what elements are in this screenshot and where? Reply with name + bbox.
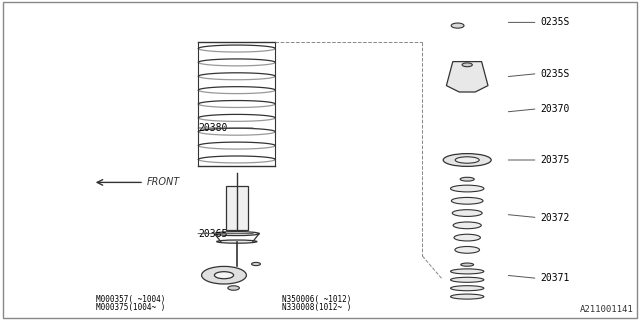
Ellipse shape <box>202 266 246 284</box>
Ellipse shape <box>455 246 479 253</box>
Text: 0235S: 0235S <box>541 68 570 79</box>
Text: 20365: 20365 <box>198 228 228 239</box>
Ellipse shape <box>451 185 484 192</box>
Ellipse shape <box>461 263 474 266</box>
Polygon shape <box>447 61 488 92</box>
Text: 20375: 20375 <box>541 155 570 165</box>
Ellipse shape <box>451 294 484 299</box>
Ellipse shape <box>443 154 492 166</box>
Text: 20371: 20371 <box>541 273 570 284</box>
Ellipse shape <box>455 157 479 163</box>
Ellipse shape <box>214 232 259 236</box>
Ellipse shape <box>460 177 474 181</box>
Text: 20380: 20380 <box>198 123 228 133</box>
Ellipse shape <box>216 240 257 243</box>
Ellipse shape <box>451 277 484 282</box>
Ellipse shape <box>252 262 260 266</box>
Text: N330008(1012~ ): N330008(1012~ ) <box>282 303 351 312</box>
Ellipse shape <box>462 63 472 67</box>
Text: 20370: 20370 <box>541 104 570 114</box>
Ellipse shape <box>453 222 481 229</box>
Ellipse shape <box>451 269 484 274</box>
Text: 20372: 20372 <box>541 212 570 223</box>
Text: FRONT: FRONT <box>147 177 180 188</box>
Ellipse shape <box>451 23 464 28</box>
Ellipse shape <box>451 286 484 291</box>
Ellipse shape <box>228 286 239 290</box>
Ellipse shape <box>451 197 483 204</box>
Ellipse shape <box>452 210 482 216</box>
Text: 0235S: 0235S <box>541 17 570 28</box>
Text: N350006( ~1012): N350006( ~1012) <box>282 295 351 304</box>
Text: M000357( ~1004): M000357( ~1004) <box>96 295 165 304</box>
Text: A211001141: A211001141 <box>580 305 634 314</box>
Ellipse shape <box>454 234 481 241</box>
FancyBboxPatch shape <box>226 186 248 230</box>
Text: M000375(1004~ ): M000375(1004~ ) <box>96 303 165 312</box>
Ellipse shape <box>214 272 234 279</box>
